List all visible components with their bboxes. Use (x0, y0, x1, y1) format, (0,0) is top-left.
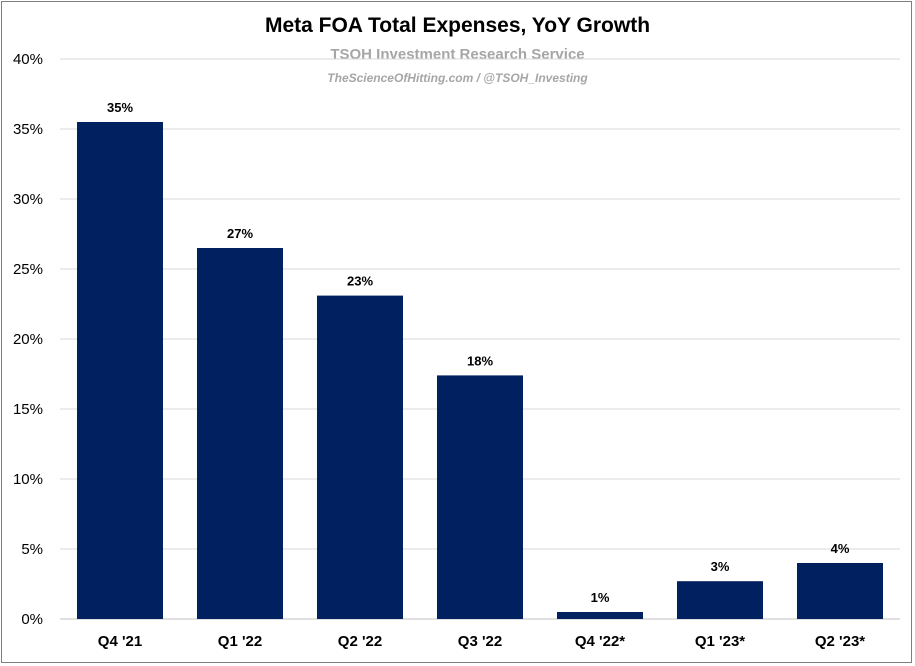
y-tick-label: 5% (21, 541, 43, 558)
bar (557, 612, 643, 619)
data-label: 1% (591, 590, 610, 605)
y-tick-label: 15% (13, 401, 43, 418)
y-tick-label: 20% (13, 331, 43, 348)
y-tick-label: 10% (13, 471, 43, 488)
data-label: 27% (227, 226, 253, 241)
bar (77, 122, 163, 619)
x-axis-tick-labels: Q4 '21 Q1 '22 Q2 '22 Q3 '22 Q4 '22* Q1 '23* Q2… (98, 633, 866, 650)
y-tick-label: 40% (13, 51, 43, 68)
x-tick-label: Q3 '22 (458, 633, 502, 650)
y-tick-label: 0% (21, 611, 43, 628)
data-label: 4% (831, 541, 850, 556)
x-tick-label: Q2 '23* (815, 633, 865, 650)
chart-credit: TheScienceOfHitting.com / @TSOH_Investin… (327, 71, 588, 85)
x-tick-label: Q1 '23* (695, 633, 745, 650)
data-label: 3% (711, 559, 730, 574)
bar (317, 295, 403, 619)
data-labels: 35% 27% 23% 18% 1% 3% 4% (107, 100, 850, 605)
x-tick-label: Q4 '22* (575, 633, 625, 650)
y-tick-label: 25% (13, 261, 43, 278)
bar (797, 563, 883, 619)
y-tick-label: 30% (13, 191, 43, 208)
x-tick-label: Q2 '22 (338, 633, 382, 650)
y-tick-label: 35% (13, 121, 43, 138)
bar (197, 248, 283, 619)
chart-title: Meta FOA Total Expenses, YoY Growth (264, 14, 651, 37)
data-label: 18% (467, 353, 493, 368)
bar (437, 375, 523, 619)
x-tick-label: Q4 '21 (98, 633, 142, 650)
x-tick-label: Q1 '22 (218, 633, 262, 650)
data-label: 23% (347, 274, 373, 289)
y-axis-tick-labels: 0% 5% 10% 15% 20% 25% 30% 35% 40% (13, 51, 43, 628)
bars (77, 122, 883, 619)
bar (677, 581, 763, 619)
data-label: 35% (107, 100, 133, 115)
